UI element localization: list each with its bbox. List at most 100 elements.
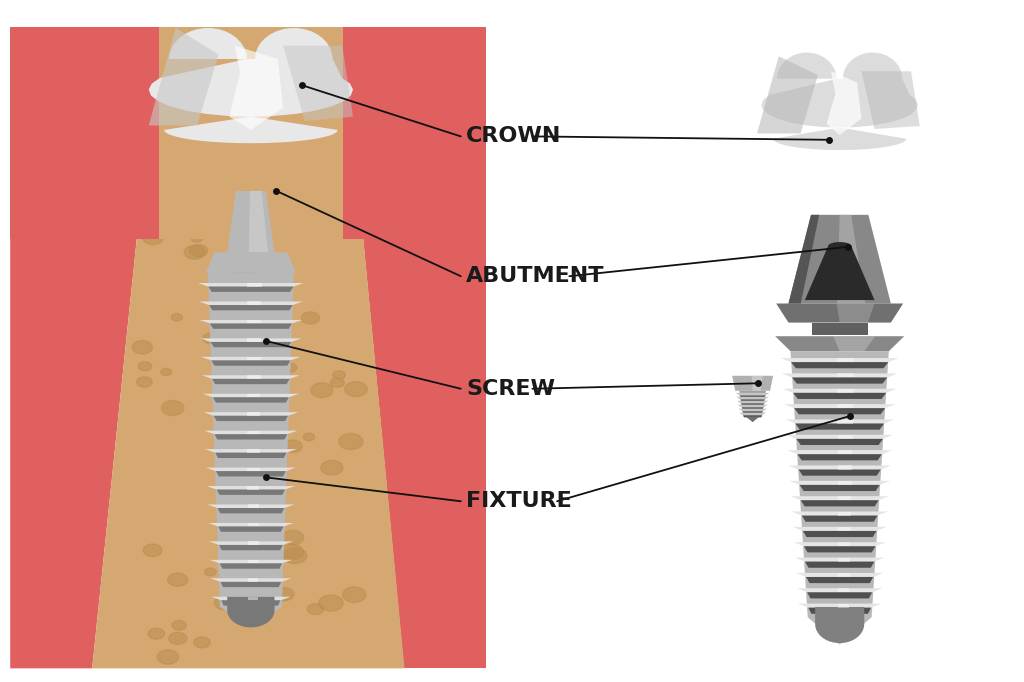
Polygon shape bbox=[838, 558, 850, 562]
Polygon shape bbox=[808, 608, 871, 614]
Polygon shape bbox=[247, 320, 261, 323]
Text: CROWN: CROWN bbox=[466, 126, 561, 147]
Polygon shape bbox=[199, 301, 303, 305]
Polygon shape bbox=[795, 408, 885, 415]
Polygon shape bbox=[802, 516, 878, 522]
Polygon shape bbox=[247, 357, 261, 360]
Polygon shape bbox=[838, 404, 853, 408]
Polygon shape bbox=[739, 391, 766, 417]
Polygon shape bbox=[806, 577, 873, 583]
Polygon shape bbox=[782, 374, 897, 378]
Polygon shape bbox=[741, 407, 764, 409]
Circle shape bbox=[246, 303, 267, 318]
Polygon shape bbox=[247, 394, 260, 398]
Circle shape bbox=[148, 628, 165, 639]
Polygon shape bbox=[838, 465, 852, 469]
Circle shape bbox=[307, 604, 324, 614]
Circle shape bbox=[199, 65, 214, 75]
Polygon shape bbox=[737, 401, 768, 404]
Polygon shape bbox=[211, 597, 291, 600]
Polygon shape bbox=[247, 301, 261, 305]
Polygon shape bbox=[248, 505, 259, 508]
Polygon shape bbox=[203, 394, 299, 398]
Circle shape bbox=[179, 53, 201, 68]
Polygon shape bbox=[791, 362, 889, 368]
Polygon shape bbox=[795, 558, 885, 562]
Polygon shape bbox=[343, 27, 486, 239]
Polygon shape bbox=[206, 252, 296, 273]
Polygon shape bbox=[217, 490, 285, 495]
Circle shape bbox=[242, 420, 256, 430]
Polygon shape bbox=[838, 527, 851, 531]
Polygon shape bbox=[740, 400, 765, 402]
Polygon shape bbox=[92, 27, 404, 668]
Polygon shape bbox=[794, 393, 886, 399]
Circle shape bbox=[143, 544, 162, 557]
Polygon shape bbox=[838, 481, 852, 485]
Polygon shape bbox=[212, 379, 290, 384]
Polygon shape bbox=[209, 542, 293, 545]
Circle shape bbox=[136, 377, 153, 387]
Polygon shape bbox=[792, 512, 888, 516]
Polygon shape bbox=[804, 546, 876, 552]
Text: FIXTURE: FIXTURE bbox=[466, 491, 571, 512]
Polygon shape bbox=[798, 454, 882, 460]
Polygon shape bbox=[201, 357, 301, 360]
Polygon shape bbox=[247, 338, 261, 342]
Polygon shape bbox=[10, 27, 159, 239]
Polygon shape bbox=[217, 508, 285, 514]
Polygon shape bbox=[735, 393, 770, 396]
Polygon shape bbox=[780, 358, 899, 362]
Polygon shape bbox=[741, 404, 764, 406]
Polygon shape bbox=[213, 398, 289, 402]
Polygon shape bbox=[215, 453, 287, 458]
Polygon shape bbox=[838, 419, 853, 424]
Polygon shape bbox=[791, 496, 889, 501]
Polygon shape bbox=[207, 505, 295, 508]
Circle shape bbox=[284, 548, 307, 563]
Circle shape bbox=[245, 531, 259, 541]
Circle shape bbox=[132, 340, 153, 354]
Polygon shape bbox=[737, 404, 768, 407]
Polygon shape bbox=[343, 27, 486, 668]
Polygon shape bbox=[214, 416, 288, 421]
Circle shape bbox=[162, 400, 184, 415]
Circle shape bbox=[138, 362, 152, 371]
Circle shape bbox=[301, 312, 319, 324]
Polygon shape bbox=[283, 46, 353, 121]
Polygon shape bbox=[788, 215, 891, 303]
Polygon shape bbox=[793, 378, 887, 384]
Circle shape bbox=[330, 378, 344, 387]
Polygon shape bbox=[838, 588, 850, 592]
Polygon shape bbox=[248, 449, 260, 453]
Polygon shape bbox=[247, 412, 260, 416]
Circle shape bbox=[189, 245, 208, 257]
Polygon shape bbox=[762, 53, 918, 150]
Polygon shape bbox=[219, 545, 283, 550]
Polygon shape bbox=[801, 501, 879, 506]
Circle shape bbox=[281, 544, 303, 559]
Circle shape bbox=[205, 568, 216, 576]
Polygon shape bbox=[791, 351, 889, 644]
Circle shape bbox=[171, 314, 182, 321]
Polygon shape bbox=[811, 323, 867, 335]
Polygon shape bbox=[10, 27, 159, 668]
Polygon shape bbox=[201, 338, 301, 342]
Polygon shape bbox=[838, 358, 854, 362]
Polygon shape bbox=[787, 450, 892, 454]
Polygon shape bbox=[202, 375, 300, 379]
Polygon shape bbox=[834, 336, 876, 351]
Polygon shape bbox=[218, 527, 284, 532]
Circle shape bbox=[261, 569, 271, 576]
Circle shape bbox=[309, 217, 331, 231]
Polygon shape bbox=[784, 404, 895, 408]
Circle shape bbox=[303, 433, 314, 441]
Polygon shape bbox=[757, 57, 818, 134]
Circle shape bbox=[274, 587, 294, 601]
Polygon shape bbox=[210, 560, 292, 563]
Polygon shape bbox=[788, 465, 891, 469]
Polygon shape bbox=[247, 430, 260, 434]
Polygon shape bbox=[743, 415, 762, 417]
Circle shape bbox=[259, 495, 283, 511]
Polygon shape bbox=[248, 597, 258, 600]
